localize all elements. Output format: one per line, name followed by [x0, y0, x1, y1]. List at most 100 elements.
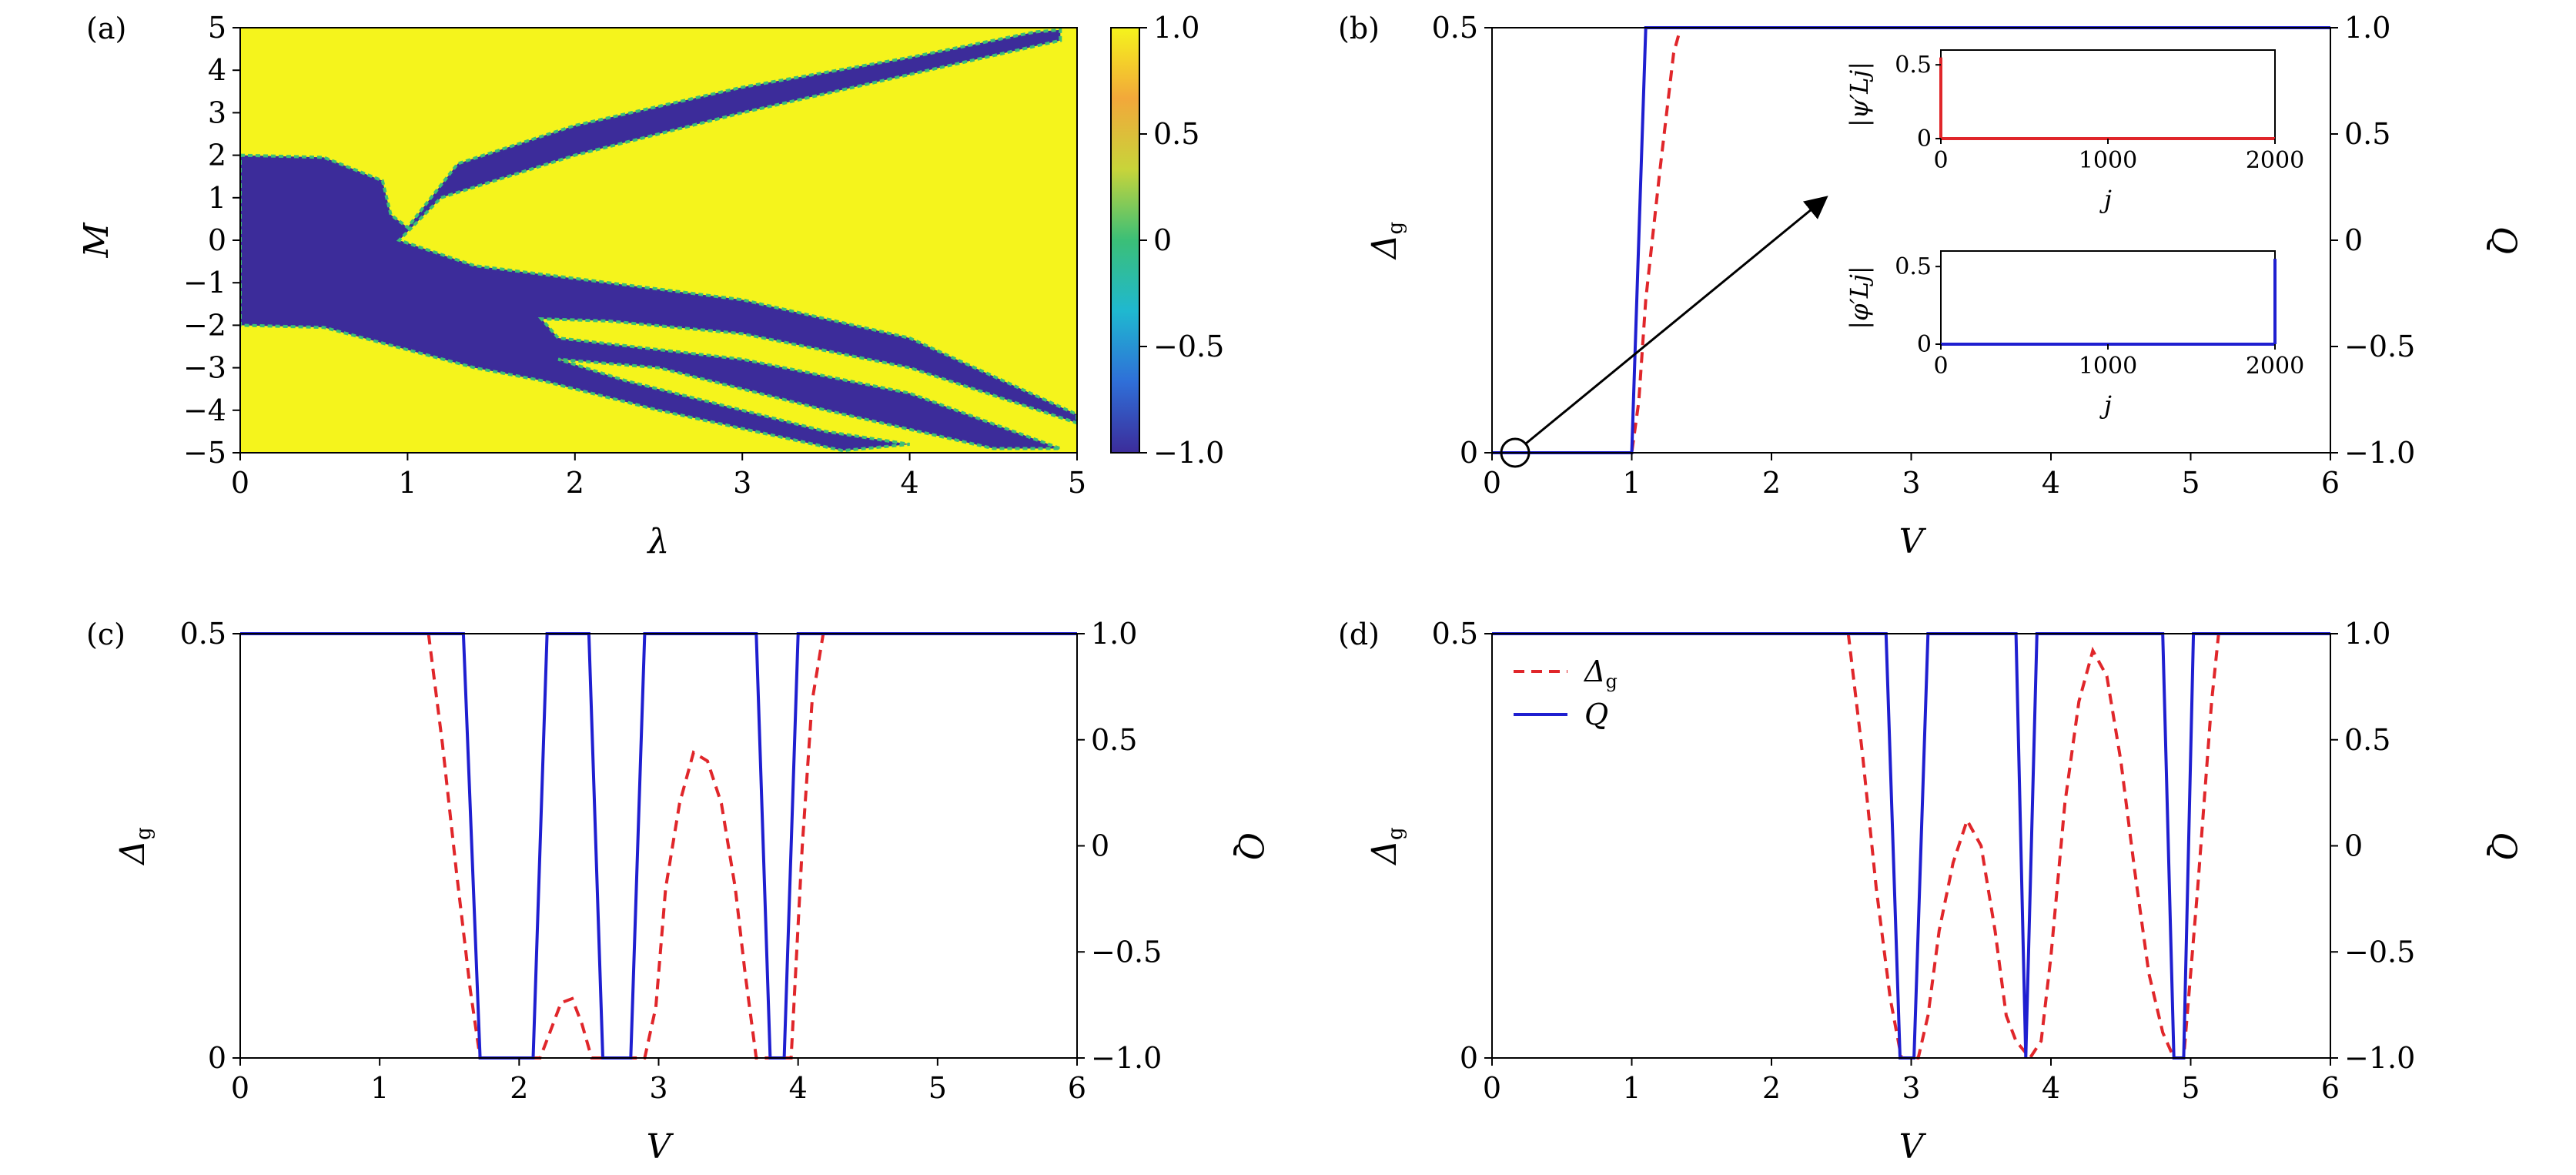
y2-axis-label: Q — [1230, 832, 1270, 859]
colorbar-tick-label: −1.0 — [1153, 436, 1224, 470]
x-tick-label: 3 — [1902, 466, 1920, 500]
panel-a: (a) 0 1 2 3 4 5 −5 −4 −3 −2 −1 0 1 2 3 4 5 λ M −1.0 −0.5 0 0.5 1… — [77, 11, 1224, 561]
x-tick-label: 3 — [649, 1071, 667, 1105]
y-tick-label: 0 — [208, 1041, 226, 1075]
y-tick-label: 2 — [208, 139, 226, 172]
y-tick-label: −5 — [183, 436, 226, 470]
zoom-arrow — [1525, 196, 1828, 445]
colorbar-tick-label: 0.5 — [1153, 117, 1199, 151]
colorbar — [1110, 27, 1140, 454]
x-tick-label: 1 — [398, 466, 417, 500]
x-tick-label: 4 — [2042, 466, 2060, 500]
inset-x-tick-label: 0 — [1933, 147, 1948, 174]
x-axis-label: V — [647, 1127, 674, 1167]
y-tick-label: 4 — [208, 53, 226, 87]
colorbar-tick-label: 0 — [1153, 223, 1172, 257]
y-tick-label: 0 — [1460, 436, 1478, 470]
panel-label: (a) — [86, 12, 126, 45]
series-line-q — [1492, 632, 2330, 1060]
inset-y-tick-label: 0.5 — [1895, 52, 1932, 79]
y-tick-label: 1 — [208, 181, 226, 215]
heatmap-regions — [240, 28, 1077, 453]
y-tick-label: −1 — [183, 266, 226, 300]
y2-tick-label: 0 — [2344, 829, 2363, 863]
y2-axis-label: Q — [2484, 226, 2523, 254]
panelB: (b) 0 1 2 3 4 5 6 0 0.5 −1.0 −0.5 0 0.5 1.0 V Δg Q 0 1000 20… — [1338, 11, 2523, 561]
x-tick-label: 6 — [1068, 1071, 1086, 1105]
x-tick-label: 0 — [231, 466, 249, 500]
x-axis-label: V — [1899, 1127, 1927, 1167]
y2-tick-label: 0 — [1091, 829, 1109, 863]
x-tick-label: 1 — [1622, 466, 1641, 500]
series-line-gap — [1846, 633, 2220, 1060]
y-axis-label: Δg — [113, 827, 156, 865]
panelC: (c) 0 1 2 3 4 5 6 0 0.5 −1.0 −0.5 0 0.5 1.0 V Δg Q — [86, 617, 1270, 1167]
y2-tick-label: 0 — [2344, 223, 2363, 257]
colorbar-tick-label: 1.0 — [1153, 11, 1199, 45]
y-tick-label: 3 — [208, 95, 226, 129]
y2-tick-label: 0.5 — [2344, 723, 2390, 757]
y2-tick-label: 1.0 — [2344, 617, 2390, 651]
x-tick-label: 0 — [1483, 466, 1501, 500]
x-tick-label: 5 — [928, 1071, 947, 1105]
inset-y-tick-label: 0.5 — [1895, 253, 1932, 280]
inset-x-axis-label: j — [2099, 185, 2112, 214]
zoom-circle — [1500, 437, 1531, 468]
inset-x-tick-label: 2000 — [2246, 147, 2304, 174]
inset-x-axis-label: j — [2099, 390, 2112, 420]
y-tick-label: 0.5 — [1432, 617, 1478, 651]
legend-label: Δg — [1583, 654, 1618, 692]
plot-series — [1492, 632, 2330, 1060]
inset-frame — [1940, 49, 2276, 139]
y-axis-label: M — [77, 223, 116, 259]
x-tick-label: 1 — [370, 1071, 389, 1105]
y-axis-label: Δg — [1365, 222, 1407, 260]
y2-tick-label: −0.5 — [1091, 935, 1162, 969]
y2-tick-label: −1.0 — [2344, 436, 2415, 470]
x-tick-label: 3 — [1902, 1071, 1920, 1105]
panel-label: (d) — [1338, 618, 1380, 651]
x-axis-label: V — [1899, 522, 1927, 561]
x-tick-label: 2 — [1762, 466, 1781, 500]
x-tick-label: 2 — [1762, 1071, 1781, 1105]
panel-label: (b) — [1338, 12, 1380, 45]
inset-x-tick-label: 0 — [1933, 353, 1948, 380]
y-tick-label: 0 — [1460, 1041, 1478, 1075]
x-tick-label: 4 — [789, 1071, 808, 1105]
x-tick-label: 0 — [1483, 1071, 1501, 1105]
inset-phi: 0 1000 2000 0 0.5 j |φ′Lj| — [1845, 250, 2304, 420]
x-tick-label: 4 — [2042, 1071, 2060, 1105]
legend-label: Q — [1584, 698, 1608, 731]
plot-frame — [239, 633, 1078, 1059]
y-axis-label: Δg — [1365, 827, 1407, 865]
y-tick-label: 0.5 — [180, 617, 226, 651]
x-tick-label: 0 — [231, 1071, 249, 1105]
colorbar-tick-label: −0.5 — [1153, 330, 1224, 363]
x-tick-label: 6 — [2321, 466, 2340, 500]
y-tick-label: −4 — [183, 393, 226, 427]
y2-tick-label: −1.0 — [1091, 1041, 1162, 1075]
legend: Δg Q — [1514, 654, 1618, 731]
inset-y-tick-label: 0 — [1917, 331, 1932, 358]
x-tick-label: 2 — [510, 1071, 528, 1105]
inset-x-tick-label: 1000 — [2079, 147, 2137, 174]
y2-tick-label: −1.0 — [2344, 1041, 2415, 1075]
x-tick-label: 4 — [901, 466, 919, 500]
x-tick-label: 3 — [733, 466, 751, 500]
x-tick-label: 2 — [566, 466, 584, 500]
plot-frame — [1491, 633, 2331, 1059]
x-tick-label: 6 — [2321, 1071, 2340, 1105]
y2-axis-label: Q — [2484, 832, 2523, 859]
y2-tick-label: 1.0 — [2344, 11, 2390, 45]
x-tick-label: 5 — [1068, 466, 1086, 500]
panel-label: (c) — [86, 618, 125, 651]
inset-y-axis-label: |φ′Lj| — [1845, 266, 1874, 329]
x-axis-label: λ — [647, 522, 670, 561]
plot-series — [240, 632, 1077, 1060]
y-tick-label: 0 — [208, 223, 226, 257]
x-tick-label: 1 — [1622, 1071, 1641, 1105]
y2-tick-label: −0.5 — [2344, 330, 2415, 363]
inset-frame — [1940, 250, 2276, 345]
y-tick-label: −3 — [183, 351, 226, 385]
